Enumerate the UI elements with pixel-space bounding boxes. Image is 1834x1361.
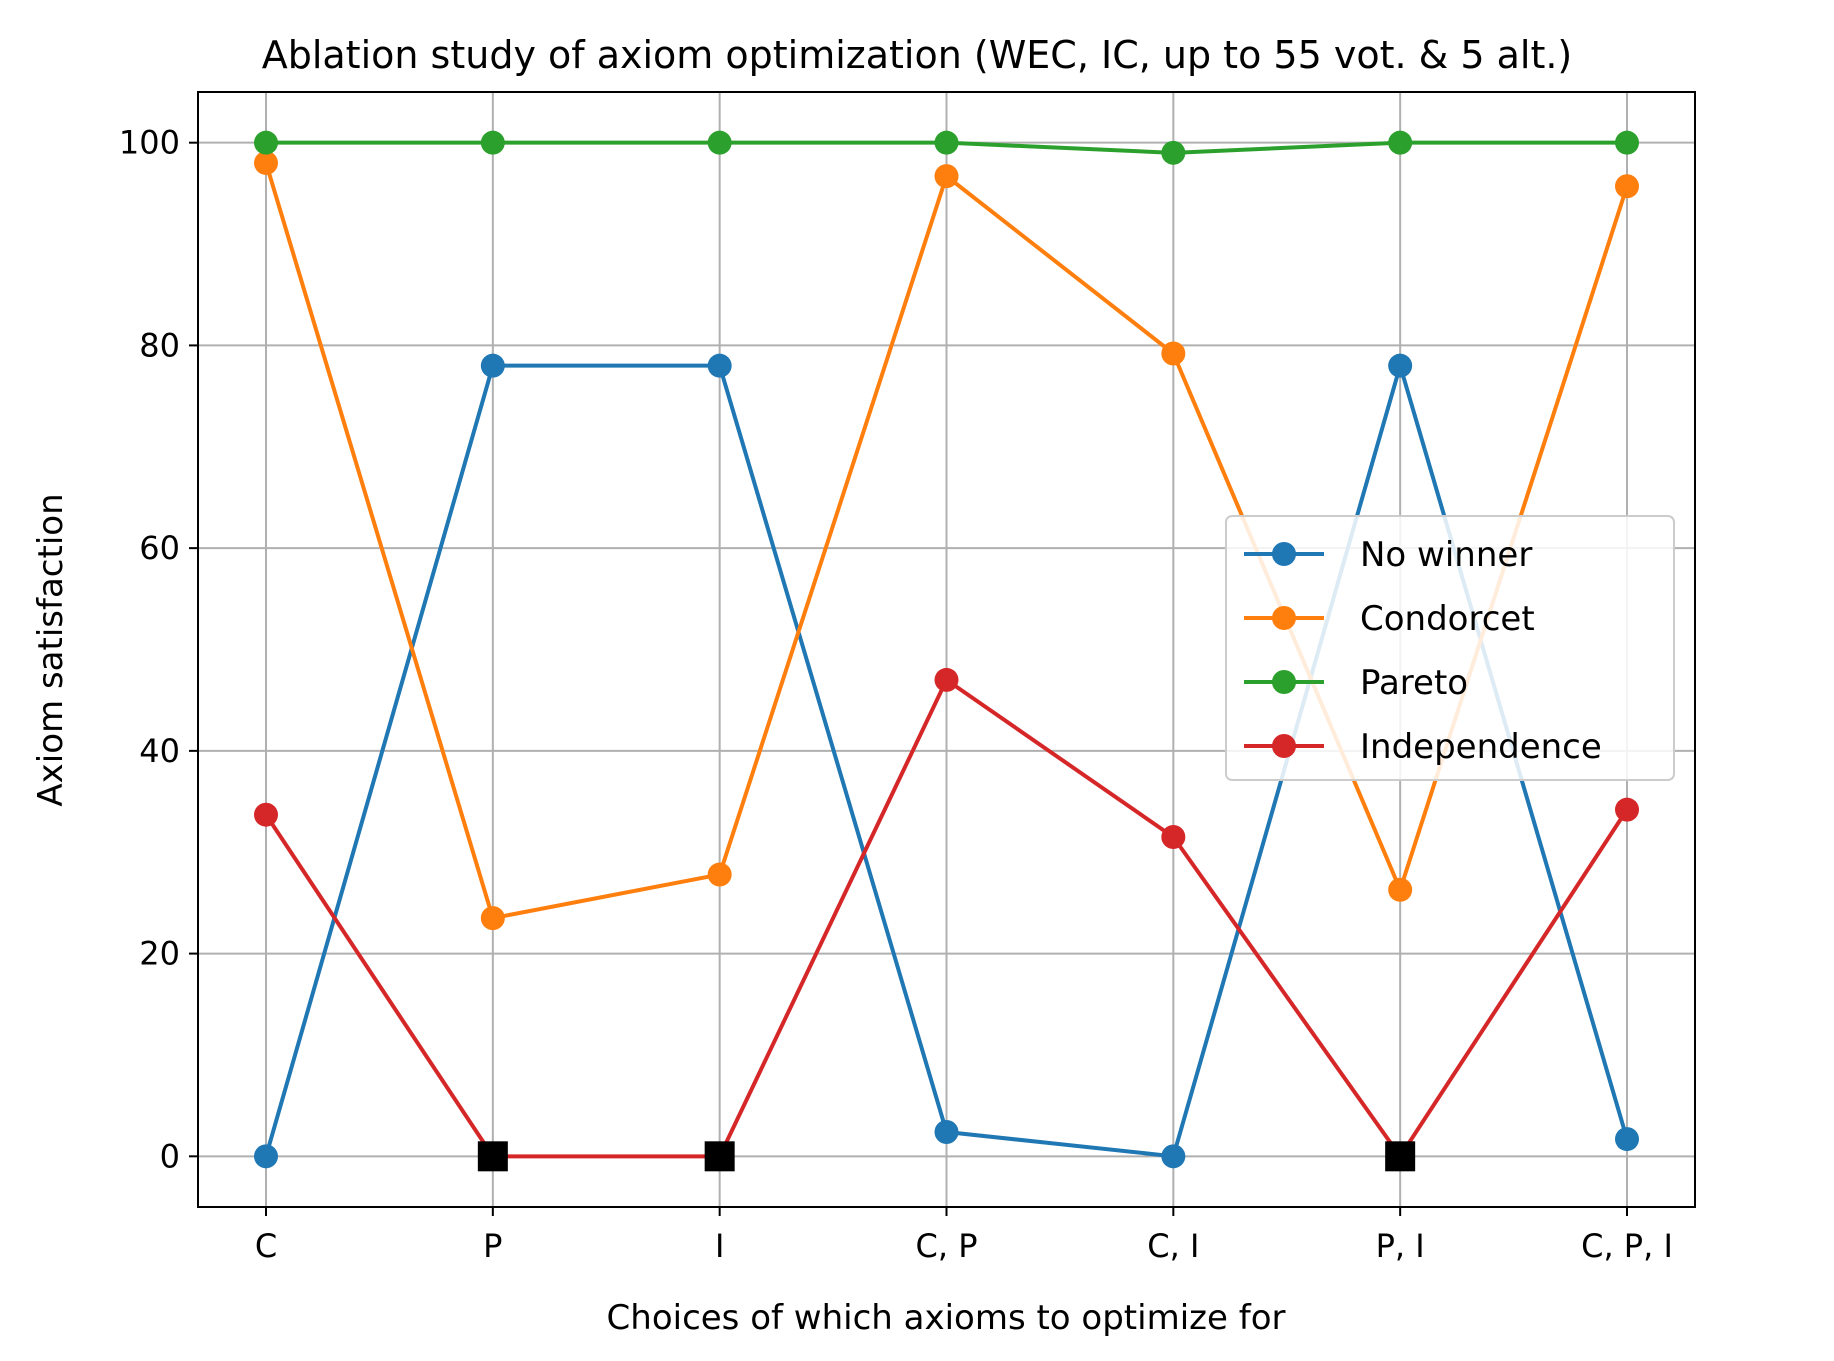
data-point bbox=[1161, 140, 1186, 165]
data-point bbox=[1615, 1127, 1639, 1152]
data-point bbox=[1388, 353, 1413, 378]
series-layer bbox=[254, 130, 1639, 1169]
data-point bbox=[1615, 130, 1639, 155]
x-tick-label: C bbox=[255, 1227, 277, 1265]
legend-entry: Pareto bbox=[1244, 663, 1468, 703]
legend-label: Independence bbox=[1360, 727, 1602, 767]
legend: No winner Condorcet Pareto Independence bbox=[1225, 515, 1675, 781]
y-tick-label: 100 bbox=[119, 124, 180, 162]
legend-entry: No winner bbox=[1244, 535, 1532, 575]
legend-label: No winner bbox=[1360, 535, 1532, 575]
y-tick-label: 20 bbox=[139, 935, 180, 973]
x-axis: C P I C, P C, I P, I C, P, I bbox=[255, 1207, 1673, 1265]
square-marker bbox=[704, 1141, 735, 1172]
x-tick-label: C, P bbox=[916, 1227, 978, 1265]
legend-frame bbox=[1225, 515, 1675, 781]
legend-entry: Independence bbox=[1244, 727, 1602, 767]
legend-marker bbox=[1272, 606, 1296, 630]
data-point bbox=[254, 130, 278, 155]
y-tick-label: 60 bbox=[139, 529, 180, 567]
legend-label: Pareto bbox=[1360, 663, 1468, 703]
data-point bbox=[1388, 877, 1413, 902]
data-point bbox=[934, 667, 959, 692]
data-point bbox=[480, 353, 505, 378]
chart-title: Ablation study of axiom optimization (WE… bbox=[262, 33, 1573, 77]
legend-label: Condorcet bbox=[1360, 599, 1535, 639]
x-tick-label: I bbox=[715, 1227, 724, 1265]
data-point bbox=[707, 862, 732, 887]
data-point bbox=[254, 1144, 278, 1169]
series-no-winner bbox=[254, 353, 1639, 1169]
legend-marker bbox=[1272, 670, 1296, 694]
y-axis: 0 20 40 60 80 100 bbox=[119, 124, 198, 1175]
data-point bbox=[254, 802, 278, 827]
legend-entry: Condorcet bbox=[1244, 599, 1535, 639]
x-axis-label: Choices of which axioms to optimize for bbox=[607, 1298, 1286, 1338]
data-point bbox=[1388, 130, 1413, 155]
square-markers bbox=[477, 1141, 1416, 1172]
y-tick-label: 40 bbox=[139, 732, 180, 770]
square-marker bbox=[1385, 1141, 1416, 1172]
legend-marker bbox=[1272, 542, 1296, 566]
data-point bbox=[934, 164, 959, 189]
y-tick-label: 80 bbox=[139, 326, 180, 364]
x-tick-label: P, I bbox=[1376, 1227, 1425, 1265]
y-tick-label: 0 bbox=[160, 1137, 180, 1175]
x-tick-label: P bbox=[483, 1227, 502, 1265]
x-tick-label: C, I bbox=[1147, 1227, 1199, 1265]
series-condorcet bbox=[254, 150, 1639, 931]
data-point bbox=[1615, 174, 1639, 199]
square-marker bbox=[477, 1141, 508, 1172]
data-point bbox=[1161, 825, 1186, 850]
data-point bbox=[934, 1119, 959, 1144]
data-point bbox=[934, 130, 959, 155]
x-tick-label: C, P, I bbox=[1581, 1227, 1673, 1265]
data-point bbox=[707, 353, 732, 378]
data-point bbox=[480, 130, 505, 155]
data-point bbox=[707, 130, 732, 155]
data-point bbox=[1161, 341, 1186, 366]
data-point bbox=[1615, 797, 1639, 822]
series-pareto bbox=[254, 130, 1639, 165]
data-point bbox=[254, 150, 278, 175]
data-point bbox=[1161, 1144, 1186, 1169]
legend-marker bbox=[1272, 734, 1296, 758]
y-axis-label: Axiom satisfaction bbox=[31, 493, 71, 806]
data-point bbox=[480, 906, 505, 931]
